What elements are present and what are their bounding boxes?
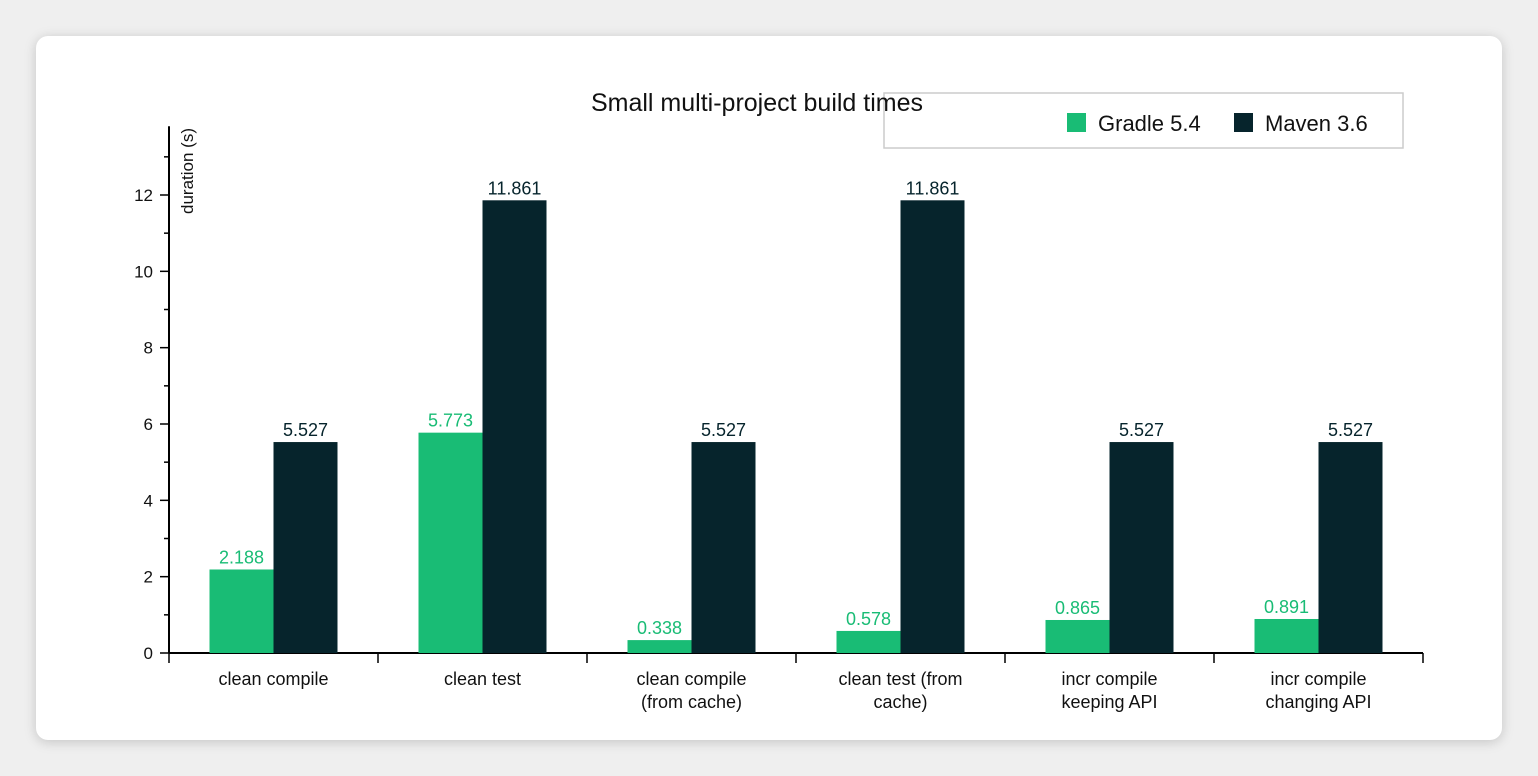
x-category-label-line: (from cache) — [641, 692, 742, 712]
x-category-label-line: cache) — [873, 692, 927, 712]
bar-value-label: 5.527 — [1328, 420, 1373, 440]
y-tick-label: 10 — [134, 262, 153, 281]
x-category-label: clean compile — [218, 669, 328, 689]
bar-gradle — [209, 569, 274, 653]
bar-maven — [691, 442, 756, 653]
bar-value-label: 5.527 — [1119, 420, 1164, 440]
y-tick-label: 8 — [144, 339, 153, 358]
bar-value-label: 2.188 — [219, 547, 264, 567]
x-category-label-line: changing API — [1265, 692, 1371, 712]
bar-value-label: 5.527 — [701, 420, 746, 440]
x-category-label: clean compile (from cache) — [636, 669, 746, 712]
x-category-label-line: clean test (from — [838, 669, 962, 689]
x-category-label-line: keeping API — [1061, 692, 1157, 712]
x-category-label: incr compile changing API — [1265, 669, 1371, 712]
bar-maven — [1109, 442, 1174, 653]
bar-value-label: 0.865 — [1055, 598, 1100, 618]
x-category-label: clean test — [444, 669, 521, 689]
bar-maven — [482, 200, 547, 653]
y-tick-label: 2 — [144, 568, 153, 587]
legend-entry-label: Gradle 5.4 — [1098, 111, 1201, 136]
bar-value-label: 5.527 — [283, 420, 328, 440]
value-labels: 2.188 5.527 5.773 11.861 0.338 5.527 0.578 11.8… — [219, 178, 1373, 638]
bars — [209, 200, 1383, 653]
bar-value-label: 5.773 — [428, 411, 473, 431]
legend-entry-label: Maven 3.6 — [1265, 111, 1368, 136]
bar-maven — [900, 200, 965, 653]
y-axis-label: duration (s) — [178, 128, 197, 214]
bar-maven — [273, 442, 338, 653]
x-category-label-line: clean compile — [636, 669, 746, 689]
bar-gradle — [418, 432, 483, 653]
legend-swatch — [1234, 113, 1253, 132]
legend: Gradle 5.4 Maven 3.6 — [883, 92, 1404, 149]
bar-value-label: 0.338 — [637, 618, 682, 638]
bar-gradle — [1045, 619, 1110, 653]
bar-value-label: 0.578 — [846, 609, 891, 629]
y-tick-label: 12 — [134, 186, 153, 205]
legend-box — [883, 92, 1404, 149]
chart-title: Small multi-project build times — [591, 89, 923, 117]
x-category-label: clean test (from cache) — [838, 669, 962, 712]
bar-gradle — [836, 630, 901, 653]
x-category-label-line: clean test — [444, 669, 521, 689]
x-category-label: incr compile keeping API — [1061, 669, 1157, 712]
y-tick-label: 0 — [144, 644, 153, 663]
bar-value-label: 0.891 — [1264, 597, 1309, 617]
x-category-label-line: incr compile — [1061, 669, 1157, 689]
x-category-label-line: clean compile — [218, 669, 328, 689]
bar-maven — [1318, 442, 1383, 653]
bar-gradle — [1254, 618, 1319, 653]
y-tick-label: 6 — [144, 415, 153, 434]
legend-swatch — [1067, 113, 1086, 132]
x-category-label-line: incr compile — [1270, 669, 1366, 689]
y-tick-label: 4 — [144, 491, 153, 510]
bar-value-label: 11.861 — [906, 178, 960, 198]
bar-gradle — [627, 640, 692, 653]
bar-value-label: 11.861 — [488, 178, 542, 198]
